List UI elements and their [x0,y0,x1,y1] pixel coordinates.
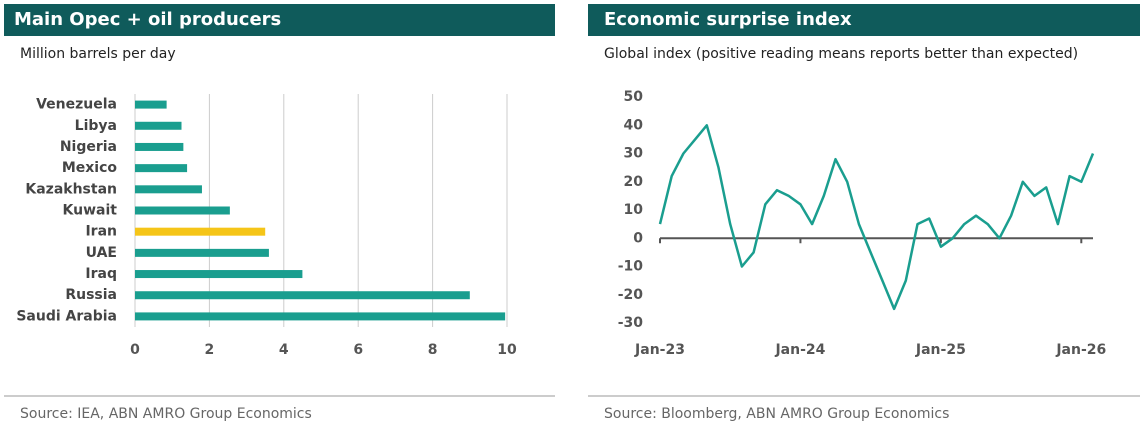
x-tick-label: 10 [497,342,517,358]
x-tick-label: 2 [205,342,215,358]
bar [135,121,182,130]
x-tick-label: Jan-25 [915,342,966,358]
y-tick-label: Libya [75,118,117,134]
x-tick-label: 8 [428,342,438,358]
y-tick-label: 30 [624,146,644,162]
line [658,124,1095,311]
y-tick-label: Venezuela [36,97,117,113]
bar [135,270,303,279]
x-tick-label: 4 [279,342,289,358]
x-tick-label: Jan-23 [634,342,685,358]
y-tick-label: Russia [65,287,117,303]
y-tick-label: -30 [618,315,644,331]
source: Source: IEA, ABN AMRO Group Economics [20,406,312,422]
subtitle: Global index (positive reading means rep… [604,46,1078,62]
chart-title: Main Opec + oil producers [14,9,281,30]
y-tick-label: Iraq [85,266,117,282]
bar [135,291,470,300]
bar [135,206,230,215]
x-tick-label: Jan-26 [1055,342,1106,358]
y-tick-label: 20 [624,174,644,190]
x-tick-label: 0 [130,342,140,358]
source: Source: Bloomberg, ABN AMRO Group Econom… [604,406,949,422]
bar [135,185,202,194]
y-tick-label: UAE [86,245,117,261]
header-bar [4,4,555,36]
bar [135,164,188,173]
y-tick-label: Kazakhstan [25,181,117,197]
y-tick-label: 40 [624,117,644,133]
subtitle: Million barrels per day [20,46,176,62]
header-bar [588,4,1140,36]
y-tick-label: Saudi Arabia [16,308,117,324]
y-tick-label: 50 [624,89,644,105]
y-tick-label: Iran [85,224,117,240]
bar [135,312,506,321]
y-tick-label: Kuwait [63,203,118,219]
y-tick-label: 0 [633,230,643,246]
chart-title: Economic surprise index [604,9,852,30]
y-tick-label: -10 [618,259,644,275]
y-tick-label: Nigeria [60,139,117,155]
y-tick-label: 10 [624,202,644,218]
y-tick-label: -20 [618,287,644,303]
bar [135,227,266,236]
y-tick-label: Mexico [62,160,118,176]
x-tick-label: Jan-24 [774,342,825,358]
bar [135,100,167,109]
bar [135,248,269,257]
x-tick-label: 6 [353,342,363,358]
bar [135,142,184,151]
